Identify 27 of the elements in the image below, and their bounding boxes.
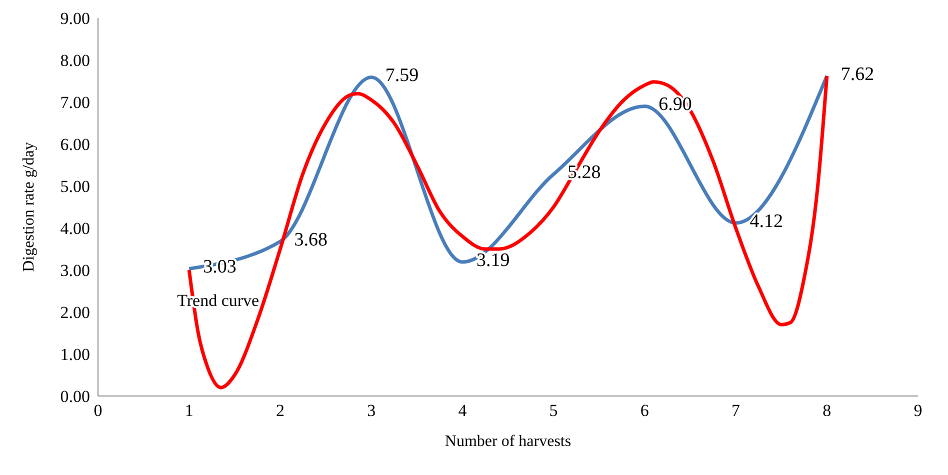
data-label: 3.19 bbox=[476, 250, 510, 272]
x-tick-label: 2 bbox=[276, 401, 284, 420]
x-tick-label: 5 bbox=[549, 401, 558, 420]
y-tick-label: 1.00 bbox=[60, 345, 90, 364]
y-axis-title: Digestion rate g/day bbox=[20, 142, 38, 272]
y-tick-label: 7.00 bbox=[60, 93, 90, 112]
data-label: 4.12 bbox=[750, 210, 784, 232]
y-tick-label: 2.00 bbox=[60, 303, 90, 322]
y-tick-label: 8.00 bbox=[60, 51, 90, 70]
x-tick-label: 0 bbox=[94, 401, 102, 420]
x-tick-label: 1 bbox=[184, 401, 194, 420]
y-tick-label: 6.00 bbox=[60, 135, 90, 154]
x-tick-label: 7 bbox=[732, 401, 741, 420]
y-tick-label: 3.00 bbox=[60, 261, 90, 280]
x-tick-label: 4 bbox=[458, 401, 468, 420]
x-tick-label: 3 bbox=[367, 401, 376, 420]
x-tick-label: 6 bbox=[640, 401, 649, 420]
data-label: 3.68 bbox=[294, 229, 328, 250]
data-label: 7.59 bbox=[385, 65, 419, 86]
y-tick-label: 0.00 bbox=[60, 387, 90, 406]
x-axis-title: Number of harvests bbox=[444, 433, 572, 450]
y-tick-label: 5.00 bbox=[60, 177, 90, 196]
x-tick-label: 9 bbox=[914, 401, 922, 420]
y-tick-label: 4.00 bbox=[60, 219, 90, 238]
x-tick-label: 8 bbox=[822, 401, 832, 420]
data-label: 7.62 bbox=[840, 64, 874, 85]
y-tick-label: 9.00 bbox=[60, 9, 90, 28]
